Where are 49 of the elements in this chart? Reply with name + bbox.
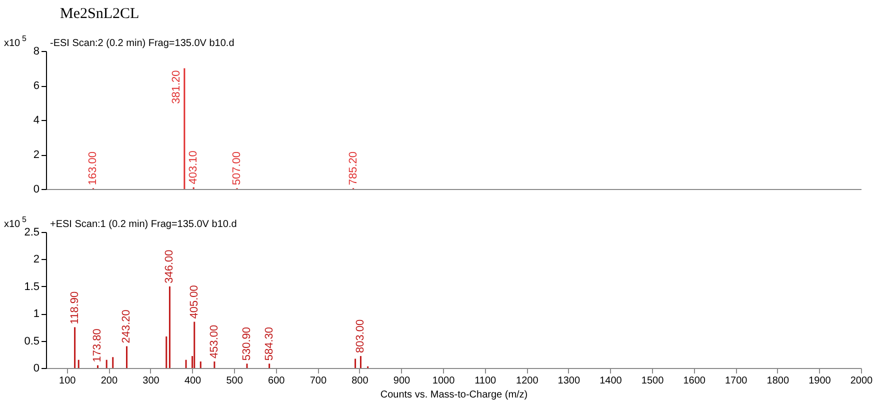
x-tick-label: 1700 (724, 376, 748, 386)
annotation: 507.00 (231, 151, 244, 186)
x-tick-label: 1500 (641, 376, 664, 386)
x-tick-label: 1200 (516, 376, 539, 386)
y-tick-label: 1 (33, 308, 40, 320)
annotation: 381.20 (170, 70, 182, 104)
x-tick-label: 200 (100, 376, 118, 386)
annotation: 530.90 (240, 326, 253, 361)
y-tick-label: 1.5 (24, 280, 40, 293)
text: -ESI Scan:2 (0.2 min) Frag=135.0V b10.d (50, 38, 234, 49)
x-tick-label: 1000 (432, 376, 456, 386)
annotation: 163.00 (87, 151, 100, 186)
annotation: 405.00 (188, 285, 200, 319)
x-tick-label: 1600 (683, 376, 706, 386)
y-tick-label: 0 (33, 184, 40, 196)
text: +ESI Scan:1 (0.2 min) Frag=135.0V b10.d (50, 219, 237, 230)
annotation: 243.20 (120, 310, 133, 344)
y-tick-label: 4 (33, 114, 40, 126)
x-tick-label: 800 (352, 376, 369, 386)
annotation: 803.00 (354, 319, 367, 354)
y-tick-label: 0 (33, 362, 40, 374)
chart-title: Me2SnL2CL (60, 6, 140, 22)
x-tick-label: 1900 (808, 376, 832, 386)
annotation: 346.00 (164, 250, 176, 284)
y-tick-label: 2.5 (24, 226, 40, 238)
annotation: 173.80 (92, 328, 104, 362)
x-tick-label: 400 (184, 376, 202, 386)
x-tick-label: 2000 (850, 376, 874, 386)
x-tick-label: 1100 (474, 376, 497, 386)
y-tick-label: 2 (33, 149, 40, 161)
x-tick-label: 1800 (766, 376, 790, 386)
annotation: 584.30 (263, 326, 276, 361)
x-tick-label: 300 (142, 376, 160, 386)
x-tick-label: 900 (393, 376, 411, 386)
x-tick-label: 100 (59, 376, 76, 386)
y-tick-label: 6 (33, 80, 40, 92)
annotation: 403.10 (188, 150, 200, 184)
annotation: 453.00 (208, 324, 220, 358)
x-tick-label: 1300 (558, 376, 580, 386)
y-tick-label: 2 (33, 254, 40, 266)
y-tick-label: 8 (33, 46, 40, 58)
x-tick-label: 600 (268, 376, 286, 386)
annotation: 118.90 (68, 291, 81, 324)
x-tick-label: 700 (310, 376, 327, 386)
annotation: 785.20 (347, 151, 360, 186)
x-tick-label: 500 (226, 376, 244, 386)
x-tick-label: 1400 (600, 376, 622, 386)
y-tick-label: 0.5 (24, 335, 40, 348)
x-axis-title: Counts vs. Mass-to-Charge (m/z) (380, 390, 528, 400)
